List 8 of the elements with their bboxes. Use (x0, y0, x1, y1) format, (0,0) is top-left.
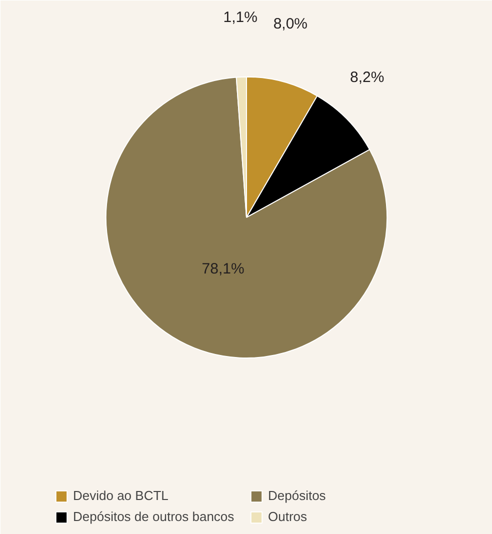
data-label: 78,1% (202, 260, 244, 278)
data-label: 8,2% (350, 68, 384, 86)
legend-label: Depósitos (268, 488, 327, 503)
data-label: 8,0% (273, 16, 308, 33)
legend-label: Devido ao BCTL (73, 488, 170, 503)
data-label: 1,1% (223, 8, 258, 26)
legend-label: Depósitos de outros bancos (73, 509, 236, 524)
legend-label: Outros (268, 509, 308, 524)
